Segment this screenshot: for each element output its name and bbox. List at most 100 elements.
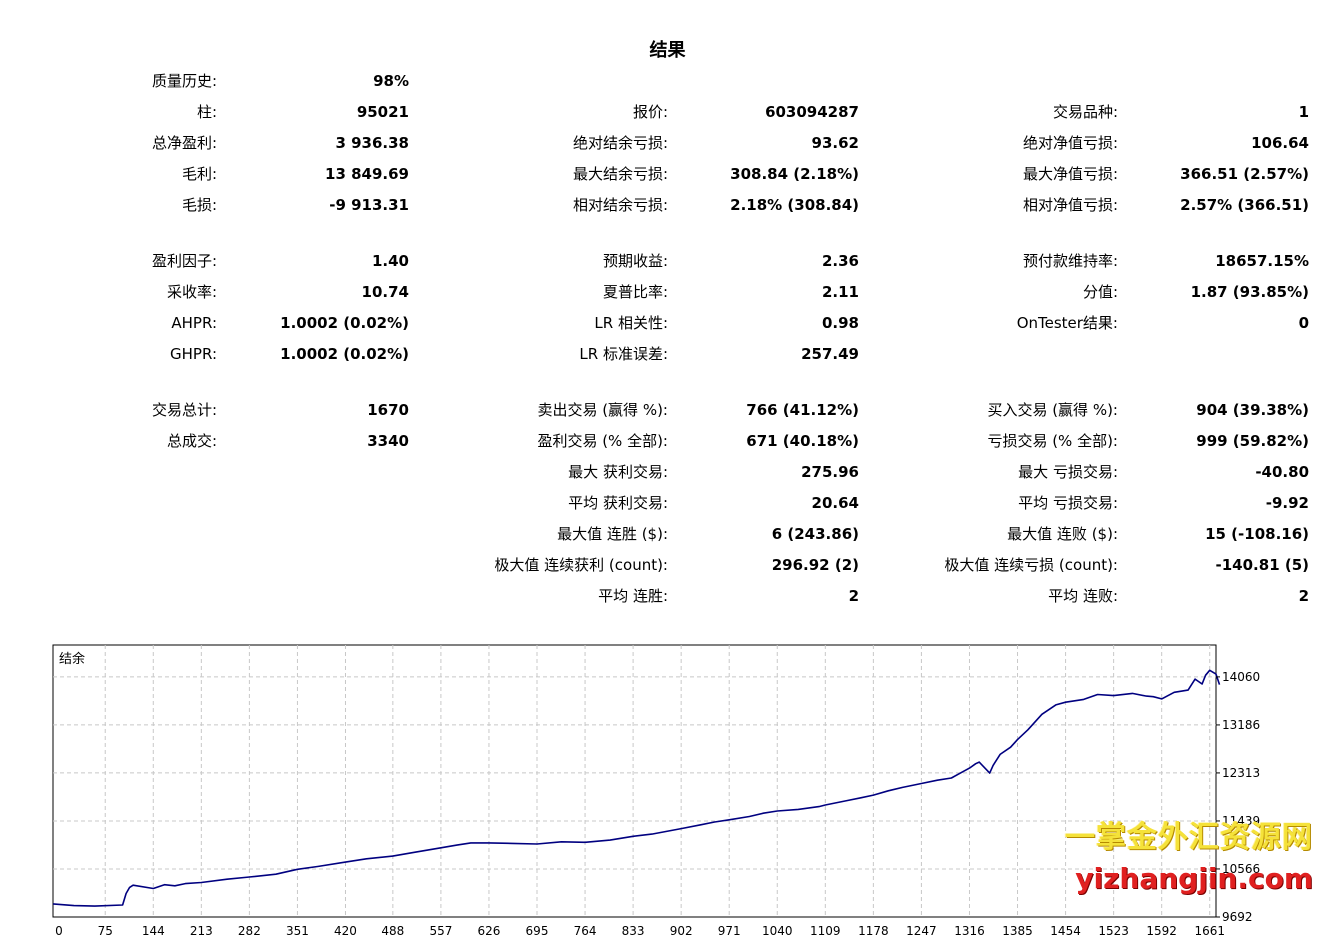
balance-dd-max-value: 308.84 (2.18%) (730, 165, 859, 183)
z-score-label: 分值: (1082, 283, 1118, 301)
x-tick-label: 695 (526, 924, 549, 938)
loss-trades-value: 999 (59.82%) (1196, 432, 1309, 450)
lr-correlation-label: LR 相关性: (594, 314, 668, 332)
symbols-value: 1 (1298, 103, 1309, 121)
largest-loss-label: 最大 亏损交易: (1018, 463, 1118, 481)
y-tick-label: 13186 (1222, 718, 1260, 732)
ontester-label: OnTester结果: (1016, 314, 1118, 332)
ghpr-label: GHPR: (170, 345, 217, 363)
avg-consec-losses-value: 2 (1298, 587, 1309, 605)
max-consec-wins-value: 6 (243.86) (771, 525, 859, 543)
x-tick-label: 1316 (954, 924, 985, 938)
avg-consec-wins-label: 平均 连胜: (598, 587, 668, 605)
y-tick-label: 10566 (1222, 862, 1260, 876)
x-tick-label: 833 (622, 924, 645, 938)
ticks-value: 603094287 (765, 103, 859, 121)
max-consec-losses-value: 15 (-108.16) (1205, 525, 1309, 543)
total-net-profit-value: 3 936.38 (335, 134, 409, 152)
largest-profit-value: 275.96 (801, 463, 859, 481)
x-tick-label: 1523 (1098, 924, 1129, 938)
equity-dd-rel-value: 2.57% (366.51) (1180, 196, 1309, 214)
x-tick-label: 282 (238, 924, 261, 938)
x-tick-label: 1385 (1002, 924, 1033, 938)
x-tick-label: 1109 (810, 924, 841, 938)
max-consec-wins-label: 最大值 连胜 ($): (557, 525, 668, 543)
ahpr-value: 1.0002 (0.02%) (280, 314, 409, 332)
x-tick-label: 1661 (1194, 924, 1225, 938)
largest-profit-label: 最大 获利交易: (568, 463, 668, 481)
report-title: 结果 (649, 40, 686, 61)
y-tick-label: 11439 (1222, 814, 1260, 828)
lr-correlation-value: 0.98 (821, 314, 859, 332)
chart-title: 结余 (59, 651, 85, 667)
series-layer (52, 669, 1221, 907)
balance-chart: 9692 10566 11439 12313 13186 14060 0 75 144 213 2… (0, 640, 1335, 949)
balance-dd-max-label: 最大结余亏损: (572, 165, 668, 183)
maximal-consec-profit-label: 极大值 连续获利 (count): (494, 556, 668, 574)
x-tick-label: 0 (55, 924, 63, 938)
total-net-profit-label: 总净盈利: (151, 134, 217, 152)
gross-profit-value: 13 849.69 (325, 165, 409, 183)
x-tick-label: 144 (142, 924, 165, 938)
recovery-factor-value: 10.74 (361, 283, 409, 301)
margin-level-label: 预付款维持率: (1022, 252, 1118, 270)
gross-loss-label: 毛损: (181, 196, 217, 214)
avg-loss-value: -9.92 (1265, 494, 1309, 512)
loss-trades-label: 亏损交易 (% 全部): (987, 432, 1118, 450)
x-tick-label: 902 (670, 924, 693, 938)
y-tick-labels: 9692 10566 11439 12313 13186 14060 (1216, 670, 1260, 924)
bars-label: 柱: (196, 103, 217, 121)
x-tick-label: 213 (190, 924, 213, 938)
long-trades-value: 904 (39.38%) (1196, 401, 1309, 419)
x-tick-label: 1592 (1146, 924, 1177, 938)
profit-factor-value: 1.40 (371, 252, 409, 270)
ticks-label: 报价: (632, 103, 668, 121)
quality-history-label: 质量历史: (151, 72, 217, 90)
equity-dd-abs-label: 绝对净值亏损: (1022, 134, 1118, 152)
avg-consec-losses-label: 平均 连败: (1048, 587, 1118, 605)
expected-payoff-label: 预期收益: (602, 252, 668, 270)
x-tick-label: 626 (477, 924, 500, 938)
x-tick-label: 971 (718, 924, 741, 938)
symbols-label: 交易品种: (1052, 103, 1118, 121)
ontester-value: 0 (1298, 314, 1309, 332)
profit-trades-value: 671 (40.18%) (746, 432, 859, 450)
total-trades-label: 交易总计: (151, 401, 217, 419)
x-tick-label: 764 (574, 924, 597, 938)
avg-loss-label: 平均 亏损交易: (1018, 494, 1118, 512)
sharpe-ratio-value: 2.11 (821, 283, 859, 301)
x-tick-labels: 0 75 144 213 282 351 420 488 557 626 695 764 833 902 9… (55, 924, 1225, 938)
total-trades-value: 1670 (367, 401, 409, 419)
watermark-line1: 一掌金外汇资源网 (1065, 820, 1313, 855)
balance-dd-abs-value: 93.62 (811, 134, 859, 152)
gross-loss-value: -9 913.31 (329, 196, 409, 214)
y-tick-label: 9692 (1222, 910, 1253, 924)
gross-profit-label: 毛利: (181, 165, 217, 183)
bars-value: 95021 (356, 103, 409, 121)
x-tick-label: 488 (381, 924, 404, 938)
x-tick-label: 1247 (906, 924, 937, 938)
y-tick-label: 14060 (1222, 670, 1260, 684)
balance-dd-rel-label: 相对结余亏损: (572, 196, 668, 214)
recovery-factor-label: 采收率: (166, 283, 217, 301)
ghpr-value: 1.0002 (0.02%) (280, 345, 409, 363)
balance-dd-abs-label: 绝对结余亏损: (572, 134, 668, 152)
avg-profit-value: 20.64 (811, 494, 859, 512)
long-trades-label: 买入交易 (赢得 %): (987, 401, 1118, 419)
x-tick-label: 75 (98, 924, 113, 938)
x-tick-label: 1040 (762, 924, 793, 938)
watermark-line2: yizhangjin.com (1075, 862, 1313, 895)
avg-profit-label: 平均 获利交易: (568, 494, 668, 512)
sharpe-ratio-label: 夏普比率: (602, 283, 668, 301)
margin-level-value: 18657.15% (1215, 252, 1309, 270)
x-tick-label: 557 (429, 924, 452, 938)
maximal-consec-loss-value: -140.81 (5) (1215, 556, 1309, 574)
equity-dd-abs-value: 106.64 (1251, 134, 1309, 152)
balance-chart-svg: 9692 10566 11439 12313 13186 14060 0 75 144 213 2… (52, 644, 1260, 938)
short-trades-value: 766 (41.12%) (746, 401, 859, 419)
equity-dd-max-value: 366.51 (2.57%) (1180, 165, 1309, 183)
lr-std-error-value: 257.49 (801, 345, 859, 363)
profit-trades-label: 盈利交易 (% 全部): (537, 432, 668, 450)
max-consec-losses-label: 最大值 连败 ($): (1007, 525, 1118, 543)
